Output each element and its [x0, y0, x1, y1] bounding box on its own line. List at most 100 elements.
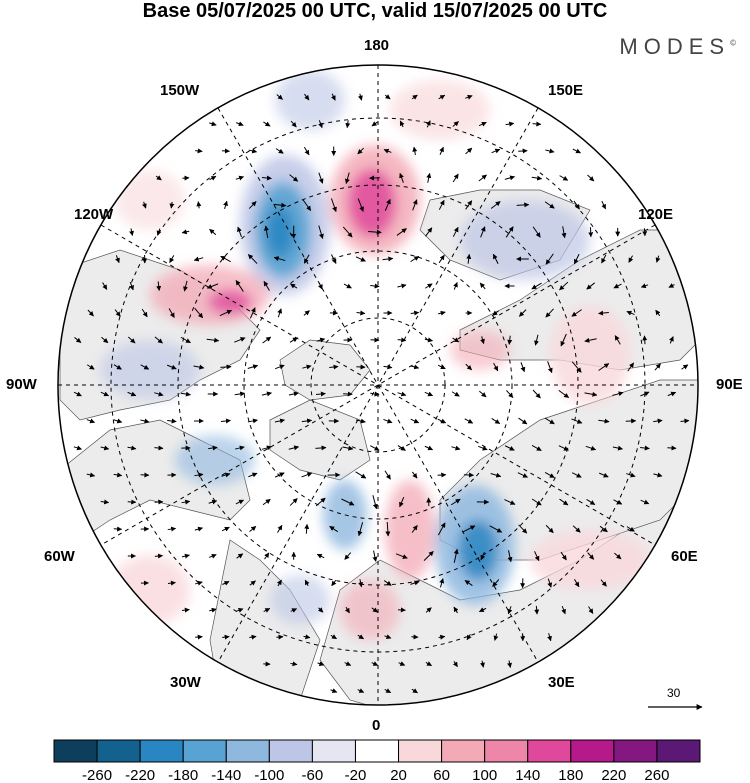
wind-vector: [368, 229, 382, 235]
wind-vector: [127, 336, 136, 344]
colorbar-tick-label: -220: [125, 767, 155, 783]
wind-vector: [304, 93, 310, 101]
lon-label-180: 180: [364, 37, 390, 54]
wind-vector: [358, 579, 364, 588]
wind-vector: [396, 228, 407, 236]
wind-vector: [465, 94, 473, 100]
wind-vector: [439, 578, 445, 588]
wind-vector: [86, 418, 96, 424]
wind-vector: [507, 550, 513, 563]
wind-vector: [234, 391, 246, 397]
wind-vector: [559, 281, 569, 291]
wind-vector: [235, 280, 244, 292]
wind-vector: [410, 255, 420, 263]
wind-vector: [206, 337, 220, 343]
wind-vector: [288, 391, 299, 397]
wind-vector: [341, 498, 355, 506]
wind-vector: [534, 605, 540, 615]
wind-vector: [505, 121, 515, 127]
wind-vector: [343, 283, 352, 289]
wind-vector: [520, 362, 526, 373]
wind-vector: [371, 607, 378, 613]
wind-vector: [451, 391, 460, 397]
wind-vector: [669, 336, 674, 344]
wind-vector: [479, 282, 486, 290]
wind-vector: [452, 121, 459, 127]
wind-vector: [113, 526, 123, 532]
wind-vector: [504, 445, 515, 451]
colorbar-tick-label: 20: [390, 767, 407, 783]
colorbar-swatch: [613, 739, 658, 763]
wind-vector: [561, 605, 566, 615]
wind-vector: [274, 418, 286, 424]
lon-label-30w: 30W: [170, 674, 201, 691]
wind-vector: [640, 499, 650, 505]
wind-vector: [410, 580, 420, 586]
wind-vector: [545, 253, 554, 265]
wind-vector: [438, 254, 445, 264]
wind-vector: [466, 634, 472, 641]
wind-vector: [263, 225, 269, 239]
wind-vector: [397, 337, 407, 343]
wind-vector: [571, 361, 582, 373]
wind-vector: [585, 445, 597, 451]
wind-vector: [601, 200, 606, 210]
wind-vector: [584, 337, 597, 343]
wind-vector: [316, 553, 325, 559]
wind-vector: [355, 256, 366, 262]
wind-vector: [302, 364, 312, 370]
wind-vector: [667, 391, 677, 397]
wind-vector: [234, 337, 246, 343]
wind-vector: [425, 607, 432, 613]
wind-vector: [480, 226, 486, 238]
wind-vector: [289, 498, 298, 506]
wind-vector: [545, 148, 555, 154]
wind-vector: [438, 94, 446, 100]
wind-vector: [180, 391, 191, 397]
wind-vector: [140, 472, 150, 478]
wind-vector: [627, 362, 635, 372]
wind-vector: [248, 148, 258, 154]
wind-vector: [493, 633, 499, 641]
wind-vector: [397, 391, 407, 397]
wind-vector: [453, 282, 458, 290]
wind-vector: [263, 121, 271, 127]
wind-vector: [531, 175, 543, 181]
wind-vector: [167, 418, 177, 424]
colorbar-tick-label: 60: [433, 767, 450, 783]
wind-vector: [357, 688, 365, 693]
graticule: [58, 65, 698, 705]
wind-vector: [465, 200, 473, 210]
wind-vector: [237, 226, 242, 238]
wind-vector: [101, 336, 109, 344]
wind-vector: [220, 418, 231, 424]
wind-vector: [612, 445, 624, 451]
wind-vector: [517, 472, 528, 478]
colorbar-swatch: [398, 739, 443, 763]
wind-vector: [598, 472, 609, 478]
wind-vector: [492, 579, 500, 587]
wind-vector: [438, 310, 446, 316]
colorbar-swatch: [656, 739, 701, 763]
wind-vector: [518, 148, 528, 154]
wind-vector: [453, 606, 459, 614]
wind-vector: [598, 310, 609, 316]
colorbar-tick-label: 180: [558, 767, 583, 783]
wind-vector: [424, 391, 434, 397]
wind-vector: [235, 121, 244, 127]
wind-vector: [573, 200, 580, 210]
wind-vector: [571, 309, 582, 317]
wind-vector: [544, 472, 555, 478]
wind-vector: [193, 256, 204, 262]
colorbar-tick-label: -100: [254, 767, 284, 783]
wind-vector: [290, 120, 297, 128]
wind-vector: [411, 688, 418, 694]
wind-vector: [572, 148, 581, 154]
wind-vector: [167, 526, 177, 532]
wind-vector: [560, 333, 567, 347]
wind-vector: [507, 335, 513, 345]
wind-vector: [478, 445, 488, 451]
colorbar-swatch: [484, 739, 529, 763]
wind-vector: [492, 253, 499, 264]
wind-vector: [342, 226, 353, 238]
